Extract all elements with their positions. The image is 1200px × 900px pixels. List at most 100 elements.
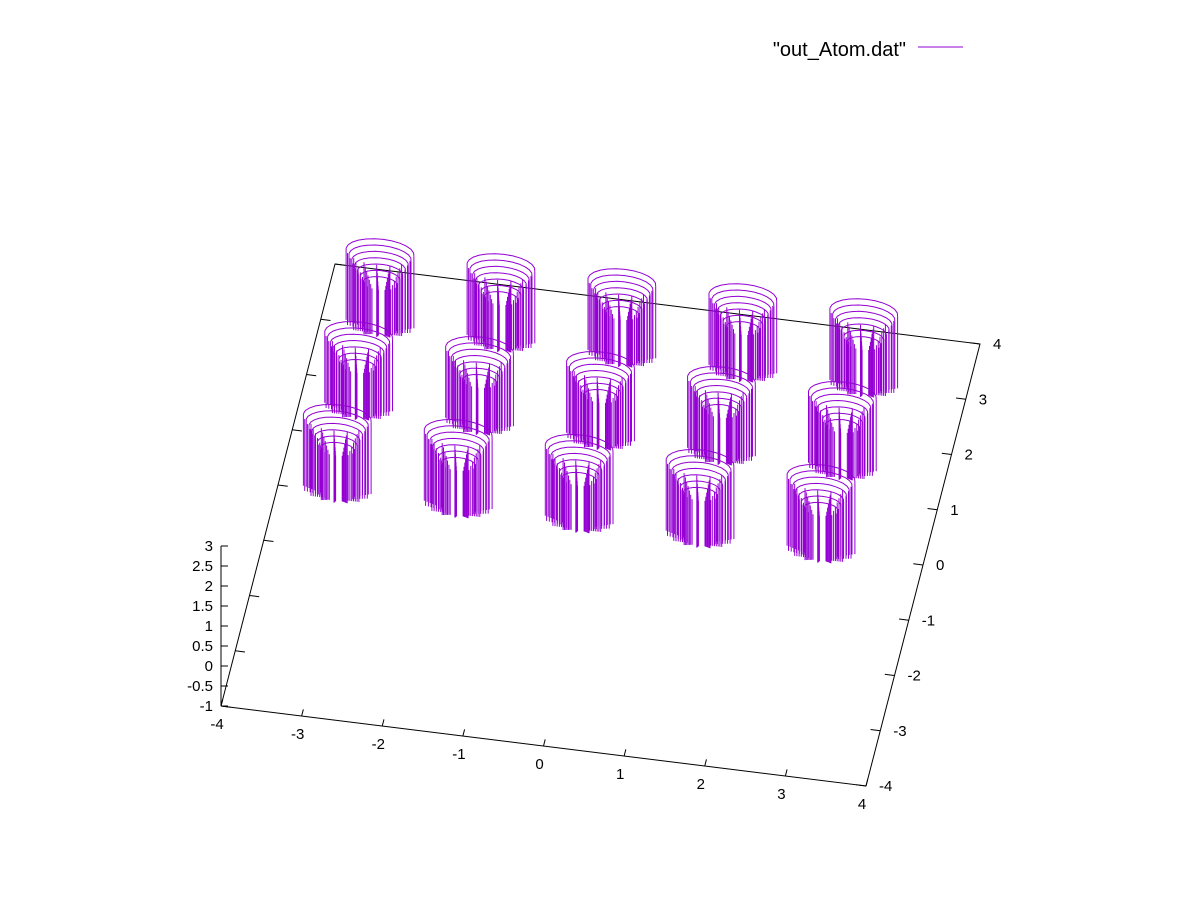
atom-ring <box>351 250 409 267</box>
atom-ring <box>571 363 630 379</box>
atom-ring <box>698 391 745 404</box>
atom-ring <box>835 310 893 327</box>
atom-surface <box>302 238 899 564</box>
y-tick-label: 3 <box>979 391 987 408</box>
y-tick-label: -3 <box>893 723 906 740</box>
legend: "out_Atom.dat" <box>773 39 963 61</box>
atom-peak <box>445 336 514 436</box>
atom-ring <box>840 323 887 336</box>
atom-ring <box>450 348 509 364</box>
atom-ring <box>789 470 853 487</box>
atom-ring <box>341 358 377 369</box>
z-tick-label: 2 <box>205 578 213 595</box>
atom-ring <box>317 435 358 447</box>
atom-peak <box>302 403 372 504</box>
atom-ring <box>305 410 369 427</box>
atom-peak <box>665 448 735 549</box>
y-tick <box>856 784 867 787</box>
atom-ring <box>692 378 751 394</box>
atom-ring <box>437 450 479 462</box>
atom-ring <box>354 257 406 271</box>
atom-ring <box>824 418 860 429</box>
atom-ring <box>335 346 382 359</box>
x-tick <box>704 759 707 767</box>
atom-peak <box>587 268 657 368</box>
y-tick <box>913 563 924 566</box>
atom-ring <box>302 403 372 423</box>
atom-ring <box>711 289 775 307</box>
atom-ring <box>665 448 735 468</box>
y-tick-label: 0 <box>936 557 944 574</box>
atom-ring <box>795 482 847 497</box>
atom-ring <box>689 372 753 390</box>
atom-ring <box>583 388 618 399</box>
atom-ring <box>714 295 772 312</box>
atom-ring <box>704 403 739 414</box>
atom-ring <box>308 416 366 432</box>
y-tick-back <box>235 650 245 653</box>
atom-ring <box>348 244 412 262</box>
x-tick-label: 4 <box>858 796 866 813</box>
y-tick <box>884 673 895 676</box>
z-tick-label: 1 <box>205 618 213 635</box>
atom-ring <box>448 342 512 360</box>
atom-ring <box>569 357 632 375</box>
atom-ring <box>362 276 398 286</box>
atom-ring <box>674 467 726 482</box>
atom-ring <box>553 452 605 467</box>
atom-ring <box>561 471 597 482</box>
y-tick-back <box>292 429 302 432</box>
y-tick-label: 1 <box>950 502 958 519</box>
atom-ring <box>808 381 877 400</box>
z-tick-label: 0 <box>205 658 213 675</box>
atom-peak <box>829 298 899 398</box>
legend-label: "out_Atom.dat" <box>773 39 906 61</box>
atom-peak <box>345 238 415 338</box>
y-tick <box>970 342 981 345</box>
atom-ring <box>832 304 896 322</box>
y-tick-back <box>334 263 345 266</box>
atom-ring <box>477 278 524 291</box>
z-tick-label: 3 <box>205 538 213 555</box>
atom-ring <box>671 461 729 477</box>
y-tick-label: -4 <box>879 778 892 795</box>
z-tick-label: 0.5 <box>192 638 213 655</box>
atom-ring <box>813 393 872 409</box>
x-tick-label: 3 <box>777 786 785 803</box>
atom-ring <box>558 465 600 477</box>
atom-ring <box>435 444 482 457</box>
atom-ring <box>423 418 493 438</box>
atom-ring <box>466 253 536 272</box>
y-tick-label: 4 <box>993 336 1001 353</box>
axes: -4 -3 -2 -1 0 1 2 3 4 -4 -3 -2 -1 0 1 2 3 4 -1 -0.5 0 0.5 1 1.5… <box>187 263 1001 813</box>
atom-ring <box>566 351 635 370</box>
y-tick-back <box>249 595 260 598</box>
y-tick-back <box>263 539 274 542</box>
atom-peak <box>566 351 635 451</box>
atom-ring <box>829 298 899 317</box>
atom-ring <box>822 412 863 424</box>
x-tick-label: -3 <box>291 726 304 743</box>
atom-peak <box>466 253 536 353</box>
atom-peak <box>324 321 393 421</box>
atom-ring <box>810 387 874 405</box>
z-tick-label: 1.5 <box>192 598 213 615</box>
atom-ring <box>593 280 651 297</box>
atom-ring <box>708 283 778 302</box>
z-tick-label: -1 <box>200 698 213 715</box>
atom-peak <box>808 381 877 481</box>
atom-ring <box>469 259 533 277</box>
atom-ring <box>580 382 621 394</box>
atom-ring <box>574 369 627 384</box>
x-tick <box>784 769 788 777</box>
y-tick <box>870 729 881 732</box>
y-tick <box>899 618 909 621</box>
atom-ring <box>311 422 364 437</box>
atom-ring <box>596 287 648 301</box>
atom-ring <box>816 399 869 414</box>
x-tick-label: 0 <box>535 756 543 773</box>
atom-ring <box>359 269 401 281</box>
atom-ring <box>719 308 766 321</box>
x-tick-label: -4 <box>210 716 223 733</box>
atom-ring <box>456 361 503 374</box>
